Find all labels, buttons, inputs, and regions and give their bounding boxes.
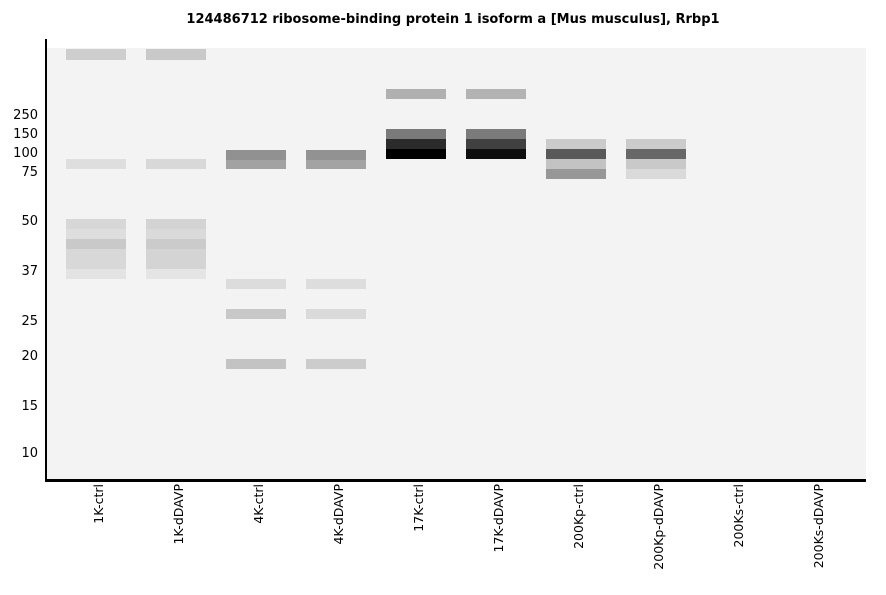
y-axis-tick-label: 10 [21,446,38,461]
gel-band [66,269,126,279]
gel-band [146,49,206,60]
gel-band [226,279,286,289]
gel-band [386,149,446,159]
gel-band [306,160,366,169]
gel-band [626,169,686,179]
gel-band [386,129,446,139]
lane-label: 200Kp-ctrl [571,484,586,549]
gel-band [66,229,126,239]
y-axis-tick-label: 250 [13,108,38,123]
lane-label: 17K-dDAVP [491,484,506,553]
lane-label: 4K-ctrl [251,484,266,524]
lane-label: 200Ks-ctrl [731,484,746,548]
gel-band [66,249,126,269]
gel-band [226,309,286,319]
gel-band [146,249,206,269]
gel-band [546,149,606,159]
lane-label: 1K-ctrl [91,484,106,524]
gel-band [466,129,526,139]
y-axis-tick-label: 37 [21,264,38,279]
gel-band [146,219,206,229]
gel-band [546,169,606,179]
chart-title: 124486712 ribosome-binding protein 1 iso… [186,12,720,27]
lane-label: 1K-dDAVP [171,484,186,545]
gel-band [626,139,686,149]
gel-band [146,229,206,239]
gel-band [66,239,126,249]
gel-band [626,149,686,159]
y-axis-tick-label: 100 [13,146,38,161]
gel-band [226,150,286,160]
gel-band [146,239,206,249]
x-axis-line [45,479,866,482]
gel-band [306,359,366,369]
gel-band [546,139,606,149]
gel-band [66,49,126,60]
gel-band [226,160,286,169]
gel-band [546,159,606,169]
y-axis-tick-label: 20 [21,349,38,364]
gel-band [146,159,206,169]
y-axis-tick-label: 25 [21,314,38,329]
gel-band [66,159,126,169]
gel-band [386,139,446,149]
lane-label: 4K-dDAVP [331,484,346,545]
y-axis-tick-label: 50 [21,214,38,229]
gel-band [466,139,526,149]
y-axis-tick-label: 150 [13,127,38,142]
y-axis-tick-label: 75 [21,165,38,180]
gel-band [466,89,526,99]
gel-band [466,149,526,159]
lane-label: 200Kp-dDAVP [651,484,666,570]
lane-label: 17K-ctrl [411,484,426,532]
y-axis-tick-label: 15 [21,399,38,414]
gel-band [306,309,366,319]
gel-band [146,269,206,279]
y-axis-line [45,39,47,482]
gel-band [66,219,126,229]
gel-band [306,279,366,289]
lane-label: 200Ks-dDAVP [811,484,826,569]
gel-band [626,159,686,169]
gel-band [306,150,366,160]
gel-band [226,359,286,369]
gel-band [386,89,446,99]
